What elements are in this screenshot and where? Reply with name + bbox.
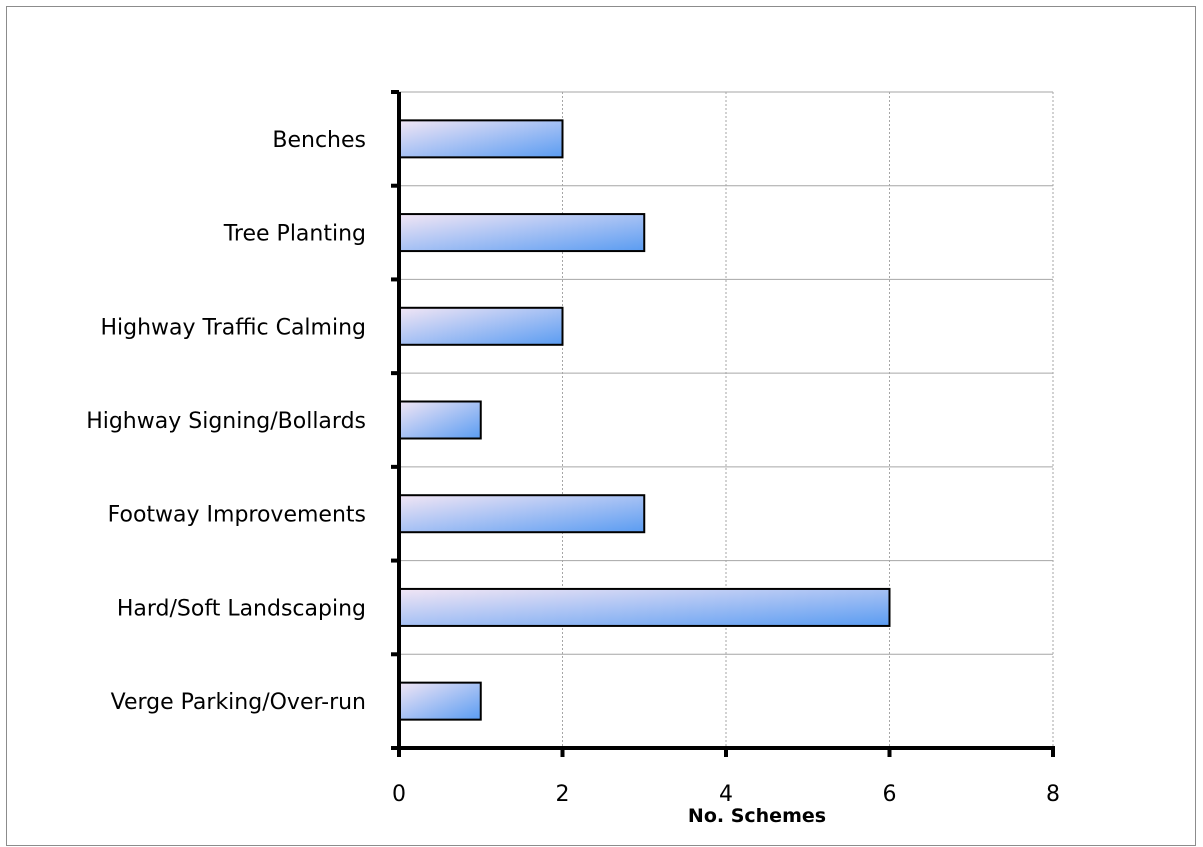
- x-tick-label-0: 0: [392, 782, 406, 807]
- x-axis-title: No. Schemes: [688, 805, 826, 827]
- chart-frame: [6, 6, 1196, 846]
- bar-4: [398, 494, 646, 534]
- bar-0: [398, 119, 564, 159]
- x-tick-label-1: 2: [556, 782, 570, 807]
- bars: [398, 119, 891, 721]
- x-tick-label-3: 6: [883, 782, 897, 807]
- category-label-4: Footway Improvements: [108, 503, 366, 528]
- category-label-6: Verge Parking/Over-run: [111, 690, 366, 715]
- labels: Benches Tree Planting Highway Traffic Calm…: [86, 128, 1060, 807]
- bar-2: [398, 306, 564, 346]
- bar-6: [398, 681, 482, 721]
- bar-5: [398, 587, 891, 627]
- x-tick-label-2: 4: [719, 782, 733, 807]
- x-tick-label-4: 8: [1046, 782, 1060, 807]
- grid-lines: [399, 91, 1054, 748]
- category-label-0: Benches: [272, 128, 366, 153]
- category-label-1: Tree Planting: [223, 222, 366, 247]
- bar-3: [398, 400, 482, 440]
- category-label-5: Hard/Soft Landscaping: [117, 596, 366, 621]
- axes: [391, 90, 1055, 757]
- bar-1: [398, 213, 646, 253]
- category-label-3: Highway Signing/Bollards: [86, 409, 366, 434]
- category-label-2: Highway Traffic Calming: [100, 315, 366, 340]
